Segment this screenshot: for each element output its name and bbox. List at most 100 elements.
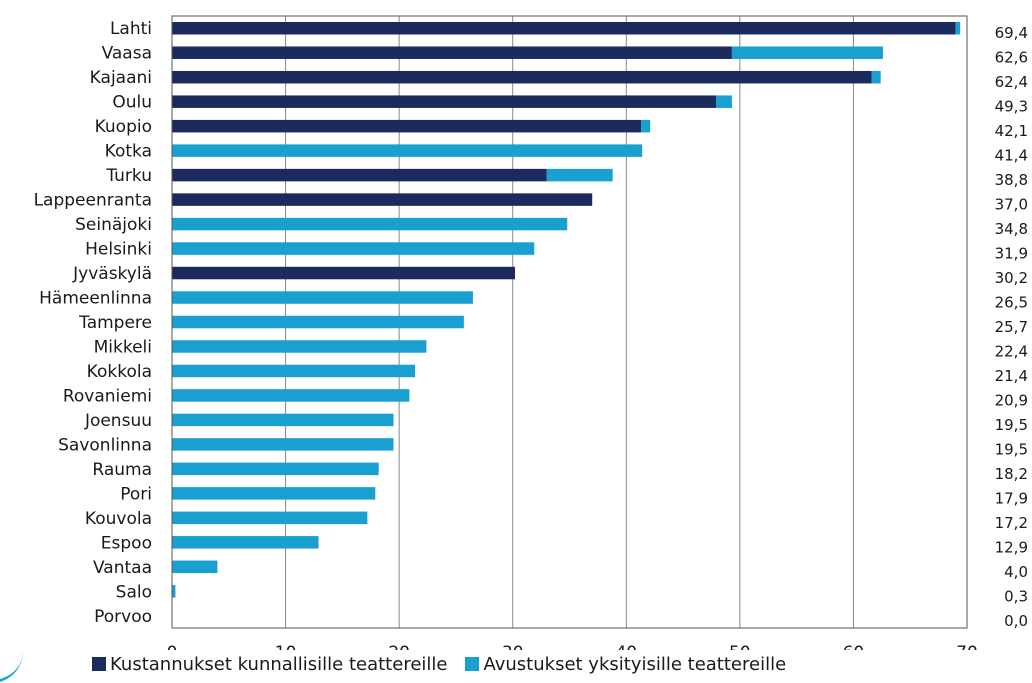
total-label-12: 25,7 [995, 318, 1028, 336]
bar-private-19 [172, 487, 376, 500]
category-label-10: Jyväskylä [72, 264, 152, 284]
bar-private-6 [546, 168, 613, 182]
category-label-13: Mikkeli [94, 337, 152, 357]
category-label-5: Kotka [105, 142, 152, 162]
bar-private-13 [172, 340, 427, 353]
category-label-22: Vantaa [93, 558, 152, 578]
category-label-9: Helsinki [85, 240, 152, 260]
category-label-12: Tampere [78, 313, 152, 333]
bar-private-18 [172, 462, 379, 476]
category-label-20: Kouvola [85, 509, 152, 529]
x-tick-0: 0 [167, 643, 178, 650]
category-label-4: Kuopio [95, 117, 152, 137]
total-label-22: 4,0 [1004, 563, 1028, 581]
category-label-14: Kokkola [87, 362, 152, 382]
bar-municipal-2 [172, 70, 872, 84]
total-label-3: 49,3 [995, 98, 1028, 116]
bar-private-0 [955, 21, 961, 35]
bar-private-12 [172, 315, 464, 329]
total-label-17: 19,5 [995, 440, 1028, 458]
bar-private-3 [716, 95, 732, 108]
bar-municipal-10 [172, 266, 515, 280]
category-label-17: Savonlinna [58, 435, 152, 455]
legend-item-municipal: Kustannukset kunnallisille teattereille [92, 654, 447, 675]
plot-frame [171, 15, 968, 629]
legend-label-municipal: Kustannukset kunnallisille teattereille [110, 653, 448, 675]
legend-swatch-light [465, 657, 480, 671]
total-label-13: 22,4 [995, 342, 1028, 360]
total-label-23: 0,3 [1004, 587, 1028, 605]
total-label-9: 31,9 [995, 245, 1028, 263]
category-labels: Lahti Vaasa Kajaani Oulu Kuopio Kotka Turku Lap… [34, 19, 152, 627]
bar-private-17 [172, 438, 394, 451]
x-tick-60: 60 [843, 643, 865, 650]
category-label-24: Porvoo [94, 607, 152, 627]
total-label-19: 17,9 [995, 489, 1028, 507]
total-labels: 69,4 62,6 62,4 49,3 42,1 41,4 38,8 37,0 34,8 31,9… [995, 24, 1028, 630]
total-label-0: 69,4 [995, 24, 1028, 42]
x-tick-50: 50 [729, 643, 751, 650]
stacked-bar-chart: Lahti Vaasa Kajaani Oulu Kuopio Kotka Turku Lap… [34, 15, 1028, 650]
total-label-5: 41,4 [995, 147, 1028, 165]
bar-municipal-6 [172, 168, 547, 182]
legend: Kustannukset kunnallisille teattereille … [92, 651, 804, 677]
category-label-6: Turku [105, 166, 152, 186]
bar-private-5 [172, 144, 643, 157]
total-label-10: 30,2 [995, 269, 1028, 287]
bar-private-11 [172, 291, 473, 304]
category-label-8: Seinäjoki [75, 215, 152, 235]
category-label-23: Salo [116, 582, 152, 602]
bar-private-4 [641, 119, 651, 133]
bar-municipal-7 [172, 193, 593, 206]
legend-item-private: Avustukset yksityisille teattereille [465, 654, 786, 675]
x-tick-30: 30 [502, 643, 524, 650]
bar-private-20 [172, 511, 368, 525]
category-label-2: Kajaani [90, 68, 152, 88]
category-label-1: Vaasa [102, 44, 152, 64]
total-label-16: 19,5 [995, 416, 1028, 434]
category-label-15: Rovaniemi [63, 386, 152, 406]
bar-private-1 [731, 46, 883, 59]
total-label-11: 26,5 [995, 294, 1028, 312]
x-tick-70: 70 [956, 643, 978, 650]
bar-private-21 [172, 536, 319, 549]
bar-municipal-4 [172, 119, 642, 133]
x-tick-20: 20 [388, 643, 410, 650]
total-label-21: 12,9 [995, 538, 1028, 556]
category-label-7: Lappeenranta [34, 191, 152, 211]
total-label-20: 17,2 [995, 514, 1028, 532]
bars [172, 21, 961, 598]
legend-swatch-dark [92, 657, 106, 671]
category-label-21: Espoo [101, 533, 152, 553]
total-label-18: 18,2 [995, 465, 1028, 483]
bar-private-22 [172, 560, 218, 574]
bar-private-2 [871, 70, 881, 84]
legend-label-private: Avustukset yksityisille teattereille [483, 653, 787, 675]
bar-private-8 [172, 217, 568, 231]
total-label-14: 21,4 [995, 367, 1028, 385]
total-label-6: 38,8 [995, 171, 1028, 189]
grid-lines [285, 16, 854, 628]
bar-private-23 [172, 585, 176, 598]
bar-municipal-0 [172, 21, 956, 35]
bar-municipal-3 [172, 95, 717, 108]
total-label-1: 62,6 [995, 49, 1028, 67]
total-label-8: 34,8 [995, 220, 1028, 238]
category-label-16: Joensuu [84, 411, 152, 431]
bar-private-14 [172, 364, 416, 378]
bar-private-9 [172, 242, 535, 255]
total-label-7: 37,0 [995, 196, 1028, 214]
bar-private-15 [172, 389, 410, 402]
category-label-18: Rauma [92, 460, 152, 480]
x-tick-40: 40 [615, 643, 637, 650]
bar-private-16 [172, 413, 394, 427]
x-tick-10: 10 [275, 643, 297, 650]
total-label-24: 0,0 [1004, 612, 1028, 630]
total-label-15: 20,9 [995, 391, 1028, 409]
total-label-2: 62,4 [995, 73, 1028, 91]
bar-municipal-1 [172, 46, 732, 59]
x-tick-labels: 0 10 20 30 40 50 60 70 [167, 643, 978, 650]
total-label-4: 42,1 [995, 122, 1028, 140]
category-label-11: Hämeenlinna [39, 289, 152, 309]
category-label-0: Lahti [110, 19, 152, 39]
